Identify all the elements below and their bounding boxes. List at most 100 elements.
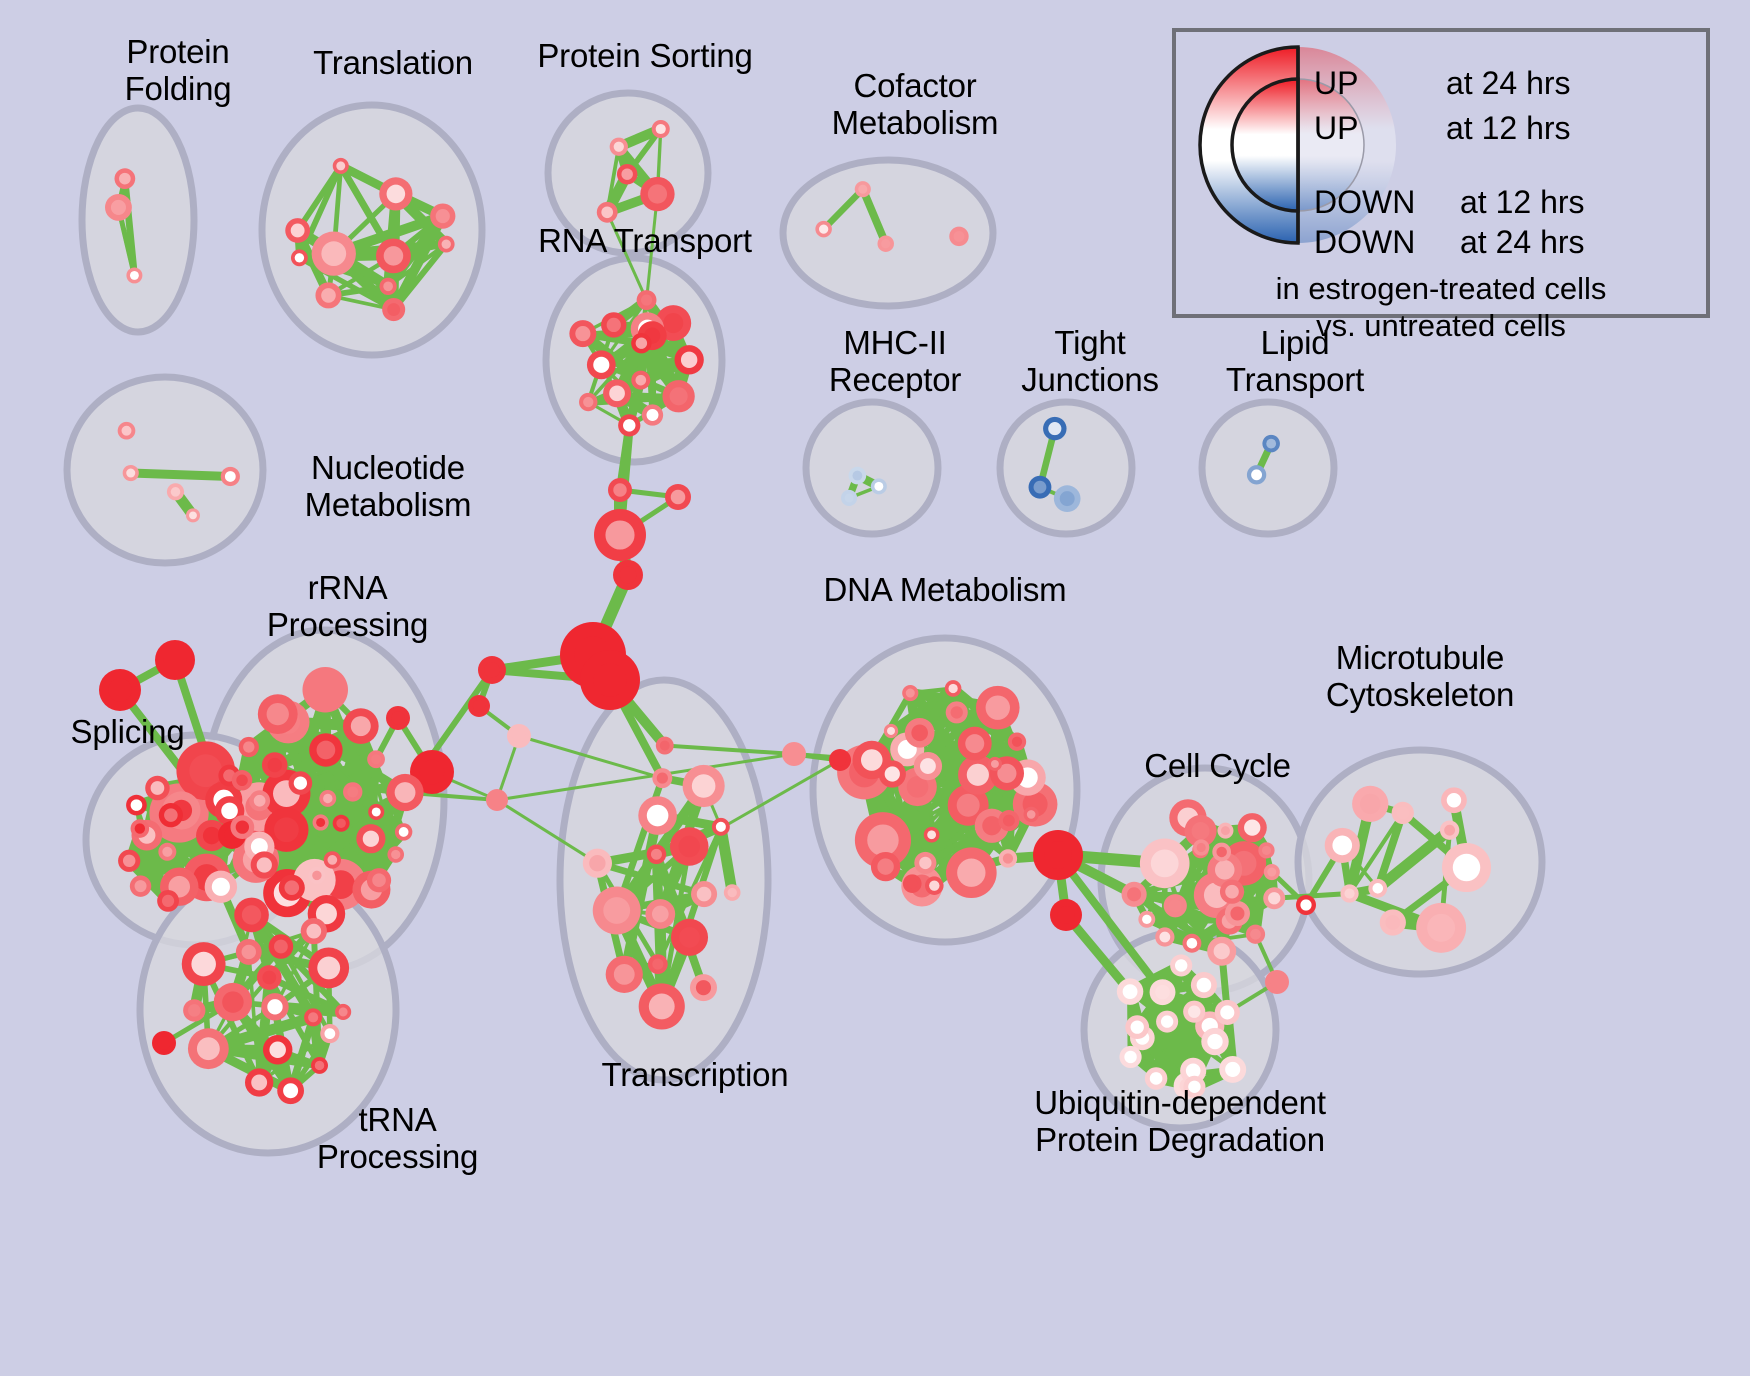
network-node[interactable] <box>238 736 259 758</box>
network-node[interactable] <box>1149 979 1176 1006</box>
network-node[interactable] <box>366 868 392 893</box>
network-node[interactable] <box>249 790 271 812</box>
network-node[interactable] <box>382 298 406 322</box>
network-node[interactable] <box>631 333 652 354</box>
network-node[interactable] <box>1214 999 1240 1026</box>
network-node[interactable] <box>682 764 725 808</box>
network-node[interactable] <box>478 656 506 684</box>
network-node[interactable] <box>130 819 150 838</box>
network-node[interactable] <box>582 848 612 878</box>
network-node[interactable] <box>877 235 894 252</box>
network-node[interactable] <box>332 157 349 174</box>
network-node[interactable] <box>638 796 677 835</box>
network-node[interactable] <box>1379 909 1406 936</box>
network-node[interactable] <box>1139 838 1190 889</box>
network-node[interactable] <box>944 680 962 697</box>
network-node[interactable] <box>613 560 643 590</box>
network-node[interactable] <box>1053 485 1081 512</box>
network-node[interactable] <box>256 965 282 990</box>
network-node[interactable] <box>949 226 969 247</box>
network-node[interactable] <box>711 817 730 836</box>
network-node[interactable] <box>285 218 311 243</box>
network-node[interactable] <box>631 370 651 390</box>
network-node[interactable] <box>914 851 937 874</box>
network-node[interactable] <box>386 773 424 812</box>
network-node[interactable] <box>157 889 179 912</box>
network-node[interactable] <box>356 824 386 854</box>
network-node[interactable] <box>1170 954 1193 977</box>
network-node[interactable] <box>308 947 350 989</box>
network-node[interactable] <box>196 819 228 852</box>
network-node[interactable] <box>114 168 136 190</box>
network-node[interactable] <box>670 918 709 956</box>
network-node[interactable] <box>1184 814 1217 848</box>
network-node[interactable] <box>569 320 597 348</box>
network-node[interactable] <box>335 1003 352 1020</box>
network-node[interactable] <box>204 870 238 904</box>
network-node[interactable] <box>122 464 139 482</box>
network-node[interactable] <box>854 812 912 869</box>
network-node[interactable] <box>1119 1045 1142 1069</box>
network-node[interactable] <box>605 955 643 993</box>
network-node[interactable] <box>1201 1027 1229 1056</box>
network-node[interactable] <box>636 290 657 310</box>
network-node[interactable] <box>379 277 397 295</box>
network-node[interactable] <box>1219 1055 1247 1083</box>
network-node[interactable] <box>655 736 674 755</box>
network-node[interactable] <box>155 640 195 680</box>
network-node[interactable] <box>312 814 329 831</box>
network-node[interactable] <box>1033 830 1083 880</box>
network-node[interactable] <box>603 379 632 408</box>
network-node[interactable] <box>105 193 132 221</box>
network-node[interactable] <box>230 815 255 840</box>
network-node[interactable] <box>848 466 867 485</box>
network-node[interactable] <box>244 1068 274 1097</box>
network-node[interactable] <box>645 899 676 929</box>
network-node[interactable] <box>596 201 618 223</box>
network-node[interactable] <box>647 954 668 975</box>
network-node[interactable] <box>262 1035 293 1065</box>
network-node[interactable] <box>368 803 385 820</box>
network-node[interactable] <box>652 768 673 789</box>
network-node[interactable] <box>234 897 269 933</box>
network-node[interactable] <box>1258 842 1275 859</box>
network-node[interactable] <box>594 509 646 561</box>
network-node[interactable] <box>998 810 1020 832</box>
network-node[interactable] <box>646 844 667 865</box>
network-node[interactable] <box>1183 1075 1206 1098</box>
network-node[interactable] <box>601 312 627 338</box>
network-node[interactable] <box>1155 927 1175 947</box>
network-node[interactable] <box>723 884 741 901</box>
network-node[interactable] <box>641 404 664 426</box>
network-node[interactable] <box>618 414 641 437</box>
network-node[interactable] <box>883 723 899 739</box>
network-node[interactable] <box>592 886 641 935</box>
network-node[interactable] <box>1007 732 1027 751</box>
network-node[interactable] <box>158 803 183 828</box>
network-node[interactable] <box>1193 839 1210 856</box>
network-node[interactable] <box>1156 1010 1179 1033</box>
network-node[interactable] <box>323 851 342 869</box>
network-node[interactable] <box>486 789 508 811</box>
network-node[interactable] <box>152 1031 176 1055</box>
network-node[interactable] <box>1340 884 1359 903</box>
network-node[interactable] <box>117 421 136 440</box>
network-node[interactable] <box>1265 970 1289 994</box>
network-node[interactable] <box>1190 972 1217 999</box>
network-node[interactable] <box>958 754 998 795</box>
network-node[interactable] <box>394 823 413 841</box>
network-node[interactable] <box>213 982 253 1022</box>
network-node[interactable] <box>268 934 294 959</box>
network-node[interactable] <box>608 478 632 502</box>
network-node[interactable] <box>815 220 832 238</box>
network-node[interactable] <box>854 181 871 198</box>
network-node[interactable] <box>1207 936 1237 966</box>
network-node[interactable] <box>674 345 704 375</box>
network-node[interactable] <box>309 733 343 767</box>
network-node[interactable] <box>902 874 922 893</box>
network-node[interactable] <box>1262 434 1280 453</box>
network-node[interactable] <box>870 478 887 495</box>
network-node[interactable] <box>235 939 262 965</box>
network-node[interactable] <box>181 942 226 986</box>
network-node[interactable] <box>923 826 940 843</box>
